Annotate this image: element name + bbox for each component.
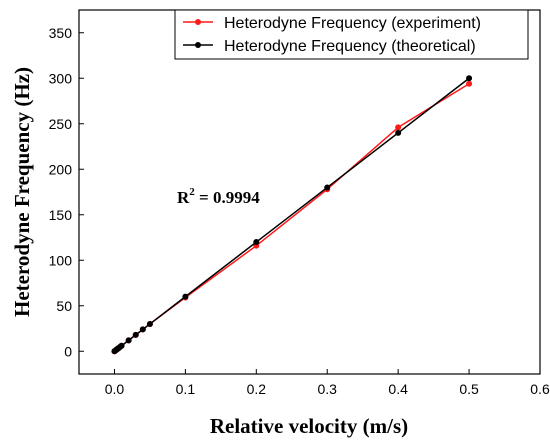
data-point: [466, 80, 473, 87]
data-point: [146, 320, 153, 327]
x-tick-label: 0.4: [388, 381, 408, 397]
data-point: [466, 75, 473, 82]
data-point: [395, 124, 402, 131]
y-tick-label: 150: [49, 207, 73, 223]
data-point: [139, 326, 146, 333]
y-tick-label: 350: [49, 25, 73, 41]
y-axis: 0 50 100 150 200 250 300 350: [49, 25, 84, 359]
x-tick-label: 0.1: [176, 381, 196, 397]
legend-marker-experiment: [195, 19, 201, 25]
annotation-rest: = 0.9994: [195, 188, 260, 207]
x-axis: 0.0 0.1 0.2 0.3 0.4 0.5 0.6: [105, 369, 550, 397]
legend: Heterodyne Frequency (experiment) Hetero…: [174, 9, 529, 60]
series-0: [111, 80, 473, 355]
y-axis-title: Heterodyne Frequency (Hz): [10, 67, 34, 317]
legend-label-experiment: Heterodyne Frequency (experiment): [224, 15, 481, 32]
x-tick-label: 0.6: [530, 381, 550, 397]
legend-marker-theoretical: [195, 42, 201, 48]
data-point: [182, 293, 189, 300]
data-point: [253, 239, 260, 246]
x-axis-title: Relative velocity (m/s): [210, 414, 408, 438]
y-tick-label: 300: [49, 70, 73, 86]
data-point: [324, 184, 331, 191]
data-point: [132, 331, 139, 338]
y-tick-label: 100: [49, 252, 73, 268]
data-point: [125, 337, 132, 344]
annotation-main: R: [177, 188, 190, 207]
annotation-sup: 2: [189, 186, 195, 198]
series-1: [111, 75, 473, 355]
plot-frame: [78, 9, 541, 375]
legend-box: [174, 9, 529, 60]
x-tick-label: 0.5: [459, 381, 479, 397]
y-tick-label: 50: [56, 298, 72, 314]
legend-label-theoretical: Heterodyne Frequency (theoretical): [224, 38, 476, 55]
x-tick-label: 0.0: [105, 381, 125, 397]
y-tick-label: 0: [64, 343, 72, 359]
y-tick-label: 200: [49, 161, 73, 177]
data-point: [118, 342, 125, 349]
y-tick-label: 250: [49, 116, 73, 132]
series-line: [114, 77, 470, 352]
data-point: [395, 129, 402, 136]
x-tick-label: 0.2: [247, 381, 267, 397]
series-layer: [111, 75, 473, 355]
r-squared-annotation: R2 = 0.9994: [177, 186, 260, 207]
x-tick-label: 0.3: [317, 381, 337, 397]
